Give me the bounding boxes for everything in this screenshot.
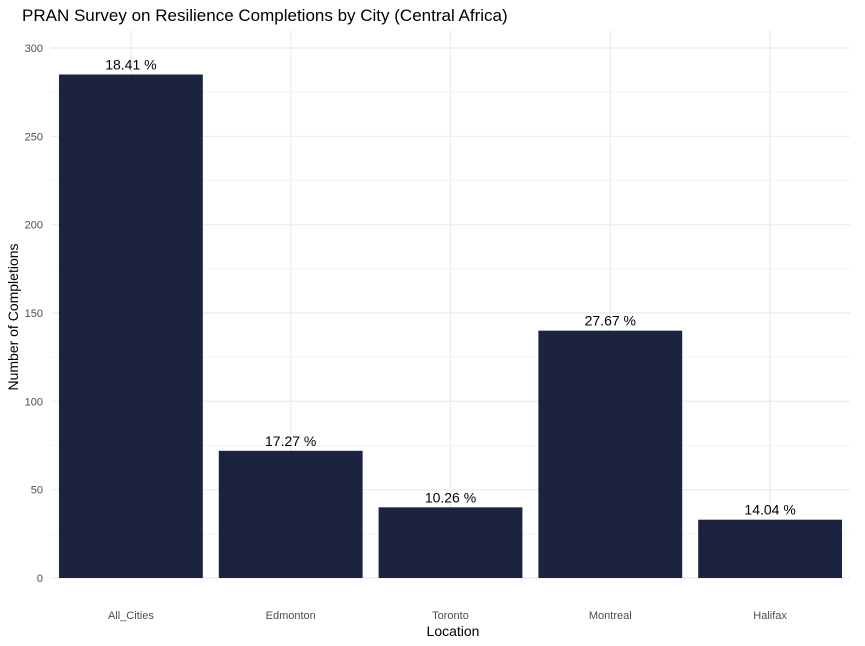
- y-tick-label: 250: [25, 131, 43, 143]
- y-tick-label: 50: [31, 485, 43, 497]
- y-axis-title: Number of Completions: [5, 243, 21, 390]
- data-label: 18.41 %: [105, 57, 156, 73]
- bar: [58, 74, 203, 578]
- y-tick-label: 200: [25, 220, 43, 232]
- bar: [378, 507, 523, 578]
- chart-title: PRAN Survey on Resilience Completions by…: [22, 6, 508, 25]
- bar: [698, 519, 843, 578]
- data-label: 27.67 %: [585, 313, 636, 329]
- bars: [58, 74, 843, 578]
- x-tick-label: Montreal: [589, 610, 632, 622]
- x-tick-label: Halifax: [753, 610, 787, 622]
- x-axis-title: Location: [427, 623, 480, 639]
- x-tick-label: All_Cities: [108, 610, 154, 622]
- y-tick-label: 300: [25, 43, 43, 55]
- x-axis-ticks: All_Cities Edmonton Toronto Montreal Halifax: [108, 610, 787, 622]
- y-tick-label: 100: [25, 396, 43, 408]
- x-tick-label: Toronto: [432, 610, 469, 622]
- data-label: 17.27 %: [265, 433, 316, 449]
- y-tick-label: 150: [25, 308, 43, 320]
- data-labels: 18.41 % 17.27 % 10.26 % 27.67 % 14.04 %: [105, 57, 796, 518]
- y-axis-ticks: 0 50 100 150 200 250 300: [25, 43, 43, 585]
- y-tick-label: 0: [37, 573, 43, 585]
- bar: [538, 330, 683, 578]
- data-label: 10.26 %: [425, 489, 476, 505]
- bar: [218, 450, 363, 578]
- data-label: 14.04 %: [744, 502, 795, 518]
- x-tick-label: Edmonton: [266, 610, 316, 622]
